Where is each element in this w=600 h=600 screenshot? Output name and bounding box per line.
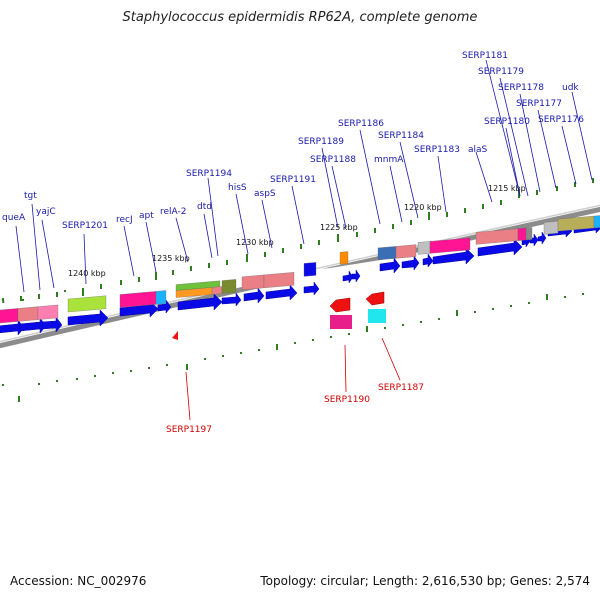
cds-arrow [221, 292, 242, 307]
cds-arrow [0, 319, 25, 336]
gene-label: mnmA [374, 155, 404, 165]
feature-block [155, 290, 167, 305]
feature-block [395, 244, 417, 259]
cds-arrow [401, 255, 420, 271]
feature-block [211, 286, 223, 295]
cds-arrow [422, 253, 434, 268]
feature-block [37, 304, 59, 320]
gene-label: yajC [36, 207, 56, 217]
genome-summary-text: Topology: circular; Length: 2,616,530 bp… [260, 574, 590, 588]
feature-block [543, 221, 559, 235]
cds-arrow [537, 231, 547, 245]
feature-block [517, 227, 527, 241]
accession-text: Accession: NC_002976 [10, 574, 147, 588]
forward-leader-lines [15, 59, 593, 293]
feature-block [377, 246, 397, 261]
cds-arrow [529, 233, 539, 247]
gene-label: SERP1181 [462, 51, 508, 61]
cds-arrow [432, 247, 475, 265]
reverse-feature-block [330, 315, 352, 329]
cds-arrow [379, 257, 401, 274]
forward-strand-band [0, 225, 600, 312]
forward-feature-blocks [0, 215, 600, 324]
gene-label: tgt [24, 191, 37, 201]
feature-block [221, 279, 237, 294]
gene-label: SERP1184 [378, 131, 424, 141]
cds-arrow [351, 269, 361, 283]
outer-scale-ticks [1, 178, 594, 304]
forward-cds-arrows [0, 218, 600, 336]
gene-label: alaS [468, 145, 488, 155]
reverse-cds-arrow [172, 331, 178, 340]
gene-label: SERP1177 [516, 99, 562, 109]
kbp-tick-label: 1230 kbp [236, 238, 274, 247]
gene-label: apt [139, 211, 154, 221]
kbp-tick-label: 1215 kbp [488, 184, 526, 193]
gene-label: SERP1178 [498, 83, 544, 93]
gene-label: hisS [228, 183, 247, 193]
gene-label: SERP1189 [298, 137, 344, 147]
gene-label: SERP1179 [478, 67, 524, 77]
feature-block [303, 262, 317, 277]
cds-arrow [177, 293, 223, 311]
gene-label: SERP1186 [338, 119, 384, 129]
reverse-leader-lines [185, 337, 401, 421]
gene-label: SERP1201 [62, 221, 108, 231]
feature-block [263, 272, 295, 289]
reverse-feature-block [368, 309, 386, 323]
kbp-tick-label: 1235 kbp [152, 254, 190, 263]
reverse-cds-arrow [365, 291, 385, 306]
reverse-features [172, 291, 386, 340]
feature-block [593, 215, 600, 229]
gene-label: relA-2 [160, 207, 186, 217]
kbp-tick-label: 1225 kbp [320, 223, 358, 232]
gene-label: SERP1191 [270, 175, 316, 185]
feature-block [339, 251, 349, 265]
feature-block [417, 241, 431, 255]
cds-arrow [303, 281, 320, 296]
cds-arrow [265, 284, 298, 301]
reverse-gene-labels: SERP1197 SERP1190 SERP1187 [166, 383, 424, 435]
feature-block [525, 227, 533, 241]
kbp-tick-label: 1220 kbp [404, 203, 442, 212]
kbp-tick-label: 1240 kbp [68, 269, 106, 278]
cds-arrow [243, 287, 265, 304]
feature-block [241, 274, 265, 290]
feature-block [429, 237, 471, 254]
gene-label: SERP1190 [324, 395, 370, 405]
reverse-cds-arrow [329, 297, 351, 313]
inner-scale-ticks [2, 293, 584, 402]
feature-block [0, 308, 19, 324]
cds-arrow [41, 316, 63, 333]
gene-label: SERP1197 [166, 425, 212, 435]
gene-label: recJ [116, 215, 133, 225]
gene-label: SERP1176 [538, 115, 584, 125]
cds-arrow [342, 270, 354, 284]
kbp-labels: 1240 kbp 1235 kbp 1230 kbp 1225 kbp 1220… [68, 184, 526, 278]
gene-label: udk [562, 83, 579, 93]
cds-arrow [19, 317, 47, 334]
gene-label: queA [2, 213, 26, 223]
gene-label: SERP1188 [310, 155, 356, 165]
feature-block [67, 295, 107, 313]
gene-label: SERP1194 [186, 169, 232, 179]
gene-label: aspS [254, 189, 276, 199]
forward-gene-labels: queA tgt yajC SERP1201 recJ apt relA-2 d… [2, 51, 584, 231]
gene-label: SERP1183 [414, 145, 460, 155]
cds-arrow [67, 309, 109, 327]
feature-block [17, 306, 39, 322]
cds-arrow [477, 238, 523, 257]
map-title: Staphylococcus epidermidis RP62A, comple… [122, 10, 478, 25]
gene-label: SERP1180 [484, 117, 530, 127]
gene-label: dtd [197, 202, 212, 212]
gene-label: SERP1187 [378, 383, 424, 393]
